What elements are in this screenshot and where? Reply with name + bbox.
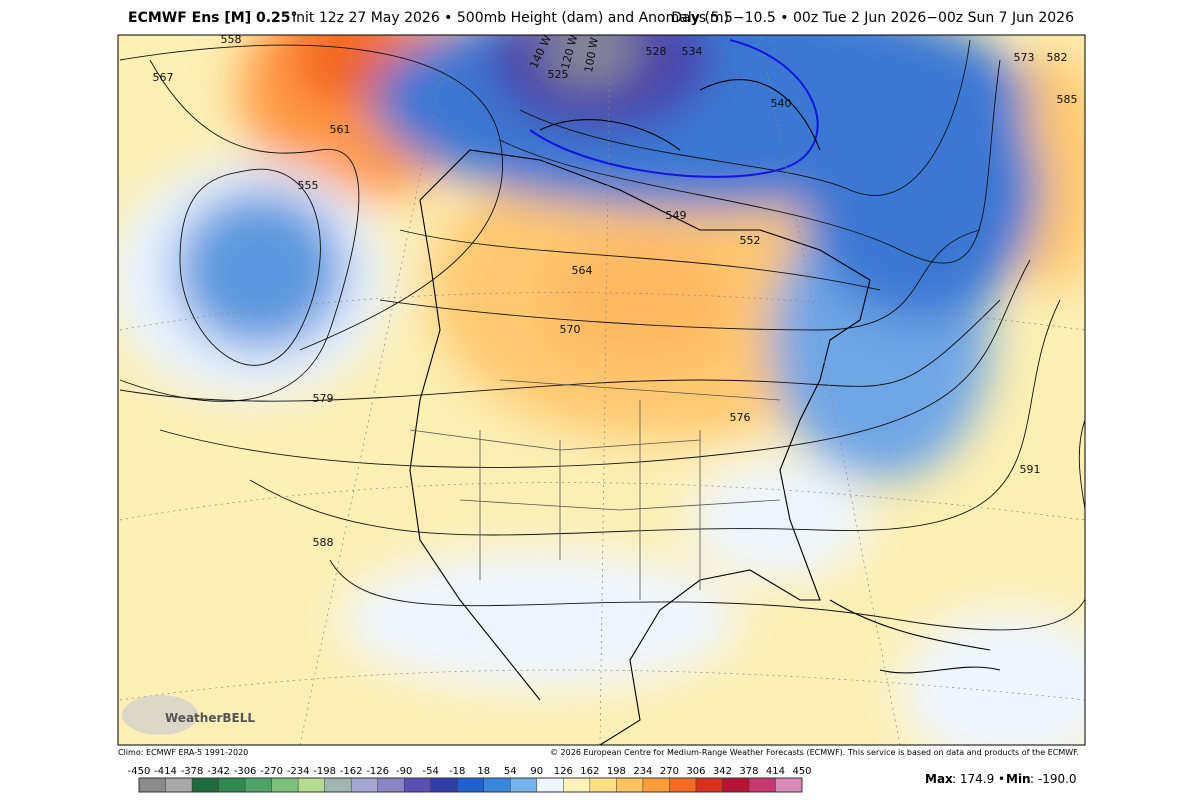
colorbar-tick-label: 450 bbox=[792, 766, 811, 777]
contour-label: 549 bbox=[666, 209, 687, 222]
contour-label: 558 bbox=[221, 33, 242, 46]
title: ECMWF Ens [M] 0.25° bbox=[128, 10, 298, 26]
colorbar-tick-label: -234 bbox=[287, 766, 310, 777]
colorbar-tick-label: 198 bbox=[607, 766, 626, 777]
contour-label: 570 bbox=[560, 323, 581, 336]
contour-label: 564 bbox=[572, 264, 593, 277]
contour-label: 561 bbox=[330, 123, 351, 136]
colorbar-tick-label: 378 bbox=[739, 766, 758, 777]
colorbar-swatch bbox=[139, 778, 166, 792]
colorbar-tick-label: 54 bbox=[504, 766, 517, 777]
contour-label: 552 bbox=[740, 234, 761, 247]
colorbar-tick-label: 342 bbox=[713, 766, 732, 777]
colorbar-swatch bbox=[271, 778, 299, 792]
colorbar-swatch bbox=[430, 778, 458, 792]
valid-time: Days 5.5−10.5 • 00z Tue 2 Jun 2026−00z S… bbox=[671, 10, 1074, 26]
colorbar-tick-label: 414 bbox=[766, 766, 785, 777]
colorbar-tick-label: -18 bbox=[449, 766, 465, 777]
colorbar-swatch bbox=[483, 778, 511, 792]
colorbar-swatch bbox=[377, 778, 405, 792]
colorbar-swatch bbox=[642, 778, 670, 792]
map-area: 558 567 555 564 570 579 588 591 573 582 … bbox=[118, 33, 1085, 745]
contour-label: 588 bbox=[313, 536, 334, 549]
contour-label: 579 bbox=[313, 392, 334, 405]
colorbar-tick-label: 306 bbox=[686, 766, 705, 777]
colorbar-tick-label: -414 bbox=[154, 766, 177, 777]
colorbar-tick-label: 234 bbox=[633, 766, 652, 777]
colorbar-tick-label: -342 bbox=[207, 766, 230, 777]
contour-label: 576 bbox=[730, 411, 751, 424]
colorbar-swatch bbox=[669, 778, 696, 792]
colorbar-swatch bbox=[722, 778, 749, 792]
colorbar-tick-label: -306 bbox=[234, 766, 257, 777]
logo: WeatherBELL bbox=[165, 711, 255, 725]
colorbar-tick-label: -90 bbox=[396, 766, 412, 777]
colorbar-swatch bbox=[298, 778, 325, 792]
colorbar-swatch bbox=[695, 778, 723, 792]
colorbar-swatch bbox=[589, 778, 617, 792]
colorbar-tick-label: 90 bbox=[530, 766, 543, 777]
contour-label: 555 bbox=[298, 179, 319, 192]
contour-label: 567 bbox=[153, 71, 174, 84]
max-label: Max bbox=[925, 772, 953, 786]
colorbar-swatch bbox=[218, 778, 246, 792]
colorbar-tick-label: -54 bbox=[423, 766, 439, 777]
colorbar-tick-label: -270 bbox=[260, 766, 283, 777]
colorbar-swatch bbox=[748, 778, 776, 792]
contour-label: 525 bbox=[548, 68, 569, 81]
climo-note: Climo: ECMWF ERA-5 1991-2020 bbox=[118, 748, 248, 757]
colorbar-swatch bbox=[192, 778, 219, 792]
max-value: 174.9 bbox=[960, 772, 994, 786]
colorbar-swatch bbox=[536, 778, 564, 792]
colorbar-tick-label: 126 bbox=[554, 766, 573, 777]
contour-label: 582 bbox=[1047, 51, 1068, 64]
colorbar-swatch bbox=[563, 778, 590, 792]
colorbar: -450 -414 -378 -342 -306 -270 -234 -198 -162 -126… bbox=[128, 766, 812, 793]
colorbar-tick-label: -198 bbox=[313, 766, 336, 777]
colorbar-swatch bbox=[616, 778, 643, 792]
colorbar-swatch bbox=[457, 778, 484, 792]
min-value: -190.0 bbox=[1038, 772, 1077, 786]
copyright: © 2026 European Centre for Medium-Range … bbox=[550, 748, 1079, 757]
contour-label: 591 bbox=[1020, 463, 1041, 476]
colorbar-tick-label: -378 bbox=[181, 766, 204, 777]
min-label: Min bbox=[1006, 772, 1031, 786]
max-value: : 174.9 • bbox=[952, 772, 1005, 786]
contour-label: 573 bbox=[1014, 51, 1035, 64]
colorbar-tick-label: 162 bbox=[580, 766, 599, 777]
contour-label: 528 bbox=[646, 45, 667, 58]
contour-label: 540 bbox=[771, 97, 792, 110]
contour-label: 534 bbox=[682, 45, 703, 58]
min-value: : -190.0 bbox=[1030, 772, 1077, 786]
contour-label: 585 bbox=[1057, 93, 1078, 106]
colorbar-swatch bbox=[775, 778, 802, 792]
colorbar-swatch bbox=[245, 778, 272, 792]
colorbar-tick-label: 18 bbox=[477, 766, 490, 777]
colorbar-tick-label: -126 bbox=[366, 766, 389, 777]
colorbar-swatch bbox=[510, 778, 537, 792]
colorbar-swatch bbox=[324, 778, 352, 792]
colorbar-tick-label: 270 bbox=[660, 766, 679, 777]
description: Init 12z 27 May 2026 • 500mb Height (dam… bbox=[292, 10, 729, 26]
meridian-label: 100 W bbox=[582, 36, 601, 73]
colorbar-tick-label: -162 bbox=[340, 766, 363, 777]
colorbar-swatch bbox=[351, 778, 378, 792]
colorbar-tick-label: -450 bbox=[128, 766, 151, 777]
colorbar-swatch bbox=[165, 778, 193, 792]
colorbar-swatch bbox=[404, 778, 431, 792]
